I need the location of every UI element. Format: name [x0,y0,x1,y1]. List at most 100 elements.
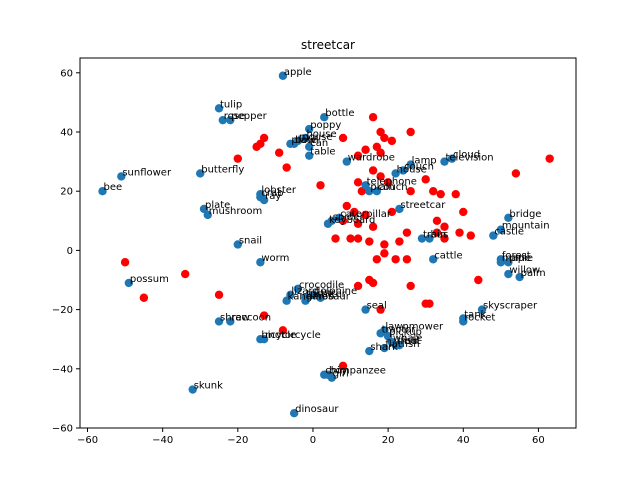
point-label: bicycle [261,330,296,341]
blue-point [425,234,434,243]
point-label: turtle [306,289,333,300]
point-label: train [423,230,446,241]
point-label: pine [509,253,531,264]
red-point [474,275,483,285]
point-label: lobster [261,185,297,196]
point-label: plate [291,135,316,146]
point-label: house [306,129,336,140]
red-point [406,127,415,137]
point-label: lamp [412,156,437,167]
red-point [440,234,449,243]
red-point [361,145,370,154]
point-label: bottle [325,108,354,119]
red-point [459,207,468,217]
blue-point [316,293,325,302]
blue-point [429,255,438,264]
blue-point [305,124,314,134]
blue-point [504,258,513,267]
x-tick-label: 60 [532,435,545,446]
red-point [387,136,397,146]
blue-point [372,187,382,196]
red-point [429,187,438,196]
red-point [282,163,291,172]
point-label: castle [494,227,524,238]
red-point [353,178,363,187]
blue-point [98,187,107,196]
red-point [432,228,442,237]
blue-point [293,284,303,294]
blue-point [218,115,227,125]
point-label: television [445,153,493,164]
red-point [278,326,288,335]
y-tick-label: 20 [60,187,73,198]
point-label: dinosaur [295,404,339,415]
blue-point [489,231,498,240]
point-label: mouse [299,132,333,143]
red-point [274,148,284,157]
red-point [316,181,325,190]
red-point [402,255,412,264]
blue-point [226,317,235,326]
blue-point [361,305,370,314]
chart-title: streetcar [301,38,355,52]
point-label: shrew [220,312,250,323]
point-label: possum [130,274,169,285]
point-label: rose [224,111,245,122]
point-label: ray [265,191,281,202]
blue-point [504,213,513,223]
point-label: spider [333,212,365,223]
blue-point [504,269,513,279]
point-label: kangaroo [288,292,335,303]
point-label: otter [321,289,346,300]
blue-point [496,258,506,267]
blue-point [117,172,126,181]
point-label: skyscraper [483,301,538,312]
blue-point [305,142,314,151]
blue-point [342,157,351,166]
point-label: maple [502,253,533,264]
blue-point [380,343,389,353]
red-point [338,361,348,371]
red-point [139,293,149,302]
red-point [353,234,363,243]
point-label: shark [370,342,398,353]
red-point [350,207,359,217]
blue-point [459,314,468,323]
red-point [346,234,355,243]
point-label: plain [370,182,394,193]
point-label: tulip [220,99,242,110]
red-point [376,172,385,181]
point-label: girl [333,369,349,380]
red-point [361,210,370,220]
point-label: bowl [295,135,318,146]
y-tick-label: 40 [60,128,73,139]
blue-point [203,210,212,220]
point-label: fish [400,336,418,347]
red-point [380,133,389,143]
point-label: boy [329,366,347,377]
red-point [368,113,378,122]
x-tick-label: 20 [382,435,395,446]
point-label: pickup [389,327,422,338]
point-label: dinosaur [306,292,350,303]
x-tick-label: 40 [457,435,470,446]
blue-point [335,213,344,223]
point-label: butterfly [201,164,244,175]
blue-point [391,169,400,178]
point-label: sunflower [122,167,172,178]
point-label: trout [397,336,421,347]
red-point [120,258,130,267]
point-label: tractor [382,324,417,335]
blue-point [259,195,269,205]
point-label: telephone [367,176,417,187]
red-point [380,240,389,249]
red-point [425,299,434,308]
red-point [402,228,412,237]
red-point [451,189,460,199]
point-label: crab [261,188,283,199]
point-label: couch [378,182,408,193]
red-point [259,311,269,320]
point-label: snail [239,235,262,246]
x-axis: −60 −40 −20 0 20 40 60 [77,428,545,446]
